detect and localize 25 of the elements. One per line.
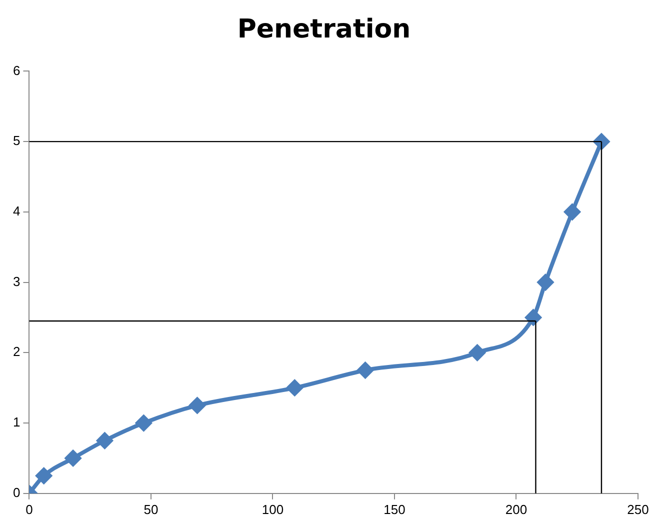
x-tick-label: 150 (384, 502, 406, 517)
x-tick-label: 250 (627, 502, 649, 517)
point (286, 380, 303, 396)
point (65, 450, 82, 466)
point (537, 274, 554, 290)
y-tick-label: 0 (12, 484, 20, 500)
point (136, 415, 152, 432)
chart-title: Penetration (237, 14, 411, 44)
point (469, 344, 486, 361)
x-tick-label: 0 (26, 502, 33, 517)
point (36, 468, 52, 484)
point (96, 432, 113, 449)
y-tick-label: 3 (12, 274, 20, 289)
point (525, 309, 542, 326)
y-tick-label: 6 (12, 62, 20, 78)
y-tick-label: 5 (12, 133, 20, 148)
x-tick-label: 50 (144, 502, 158, 517)
point (189, 397, 206, 414)
point (564, 204, 580, 220)
x-tick-label: 200 (505, 502, 528, 517)
y-tick-label: 4 (12, 204, 20, 219)
y-tick-label: 2 (12, 344, 20, 360)
point (357, 362, 374, 378)
x-tick-label: 100 (262, 502, 284, 517)
y-tick-label: 1 (12, 414, 20, 430)
